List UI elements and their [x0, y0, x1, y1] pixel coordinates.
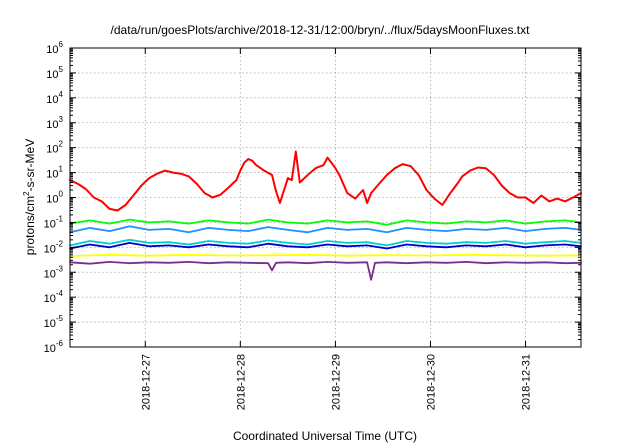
x-axis-label: Coordinated Universal Time (UTC): [233, 429, 417, 443]
y-tick-label: 102: [46, 140, 63, 156]
y-tick-label: 104: [46, 90, 63, 106]
y-tick-label: 106: [46, 40, 63, 56]
y-tick-label: 103: [46, 115, 63, 131]
series-line-4: [69, 238, 582, 247]
y-tick-label: 10-3: [44, 264, 64, 280]
y-tick-label: 10-5: [44, 314, 64, 330]
grid-layer: [70, 48, 581, 347]
series-line-2: [69, 218, 582, 226]
y-tick-label: 105: [46, 65, 63, 81]
series-layer: [69, 150, 582, 281]
y-axis-label: protons/cm2-s-sr-MeV: [22, 139, 37, 255]
y-tick-label: 100: [46, 190, 63, 206]
x-tick-label: 2018-12-27: [140, 354, 152, 410]
x-tick-label: 2018-12-31: [521, 354, 533, 410]
series-line-6: [69, 253, 582, 257]
y-axis-label-sup: 2: [22, 191, 31, 196]
y-tick-label: 10-6: [44, 339, 64, 355]
x-tick-label: 2018-12-28: [235, 354, 247, 410]
series-line-3: [69, 225, 582, 234]
series-line-7: [69, 260, 582, 281]
y-axis-label-prefix: protons/cm: [23, 196, 37, 255]
x-tick-label: 2018-12-30: [425, 354, 437, 410]
chart-title: /data/run/goesPlots/archive/2018-12-31/1…: [111, 23, 531, 37]
tick-label-layer: 10-6 10-5 10-4 10-3 10-2 10-1 100 101 102 103 104 1…: [44, 40, 533, 410]
tick-layer: [70, 47, 581, 348]
y-axis-label-suffix: -s-sr-MeV: [23, 139, 37, 192]
series-line-5: [69, 241, 582, 250]
y-tick-label: 10-1: [44, 214, 64, 230]
y-tick-label: 10-2: [44, 239, 64, 255]
x-tick-label: 2018-12-29: [330, 354, 342, 410]
y-tick-label: 101: [46, 165, 63, 181]
y-tick-label: 10-4: [44, 289, 64, 305]
series-line-1: [69, 150, 582, 212]
